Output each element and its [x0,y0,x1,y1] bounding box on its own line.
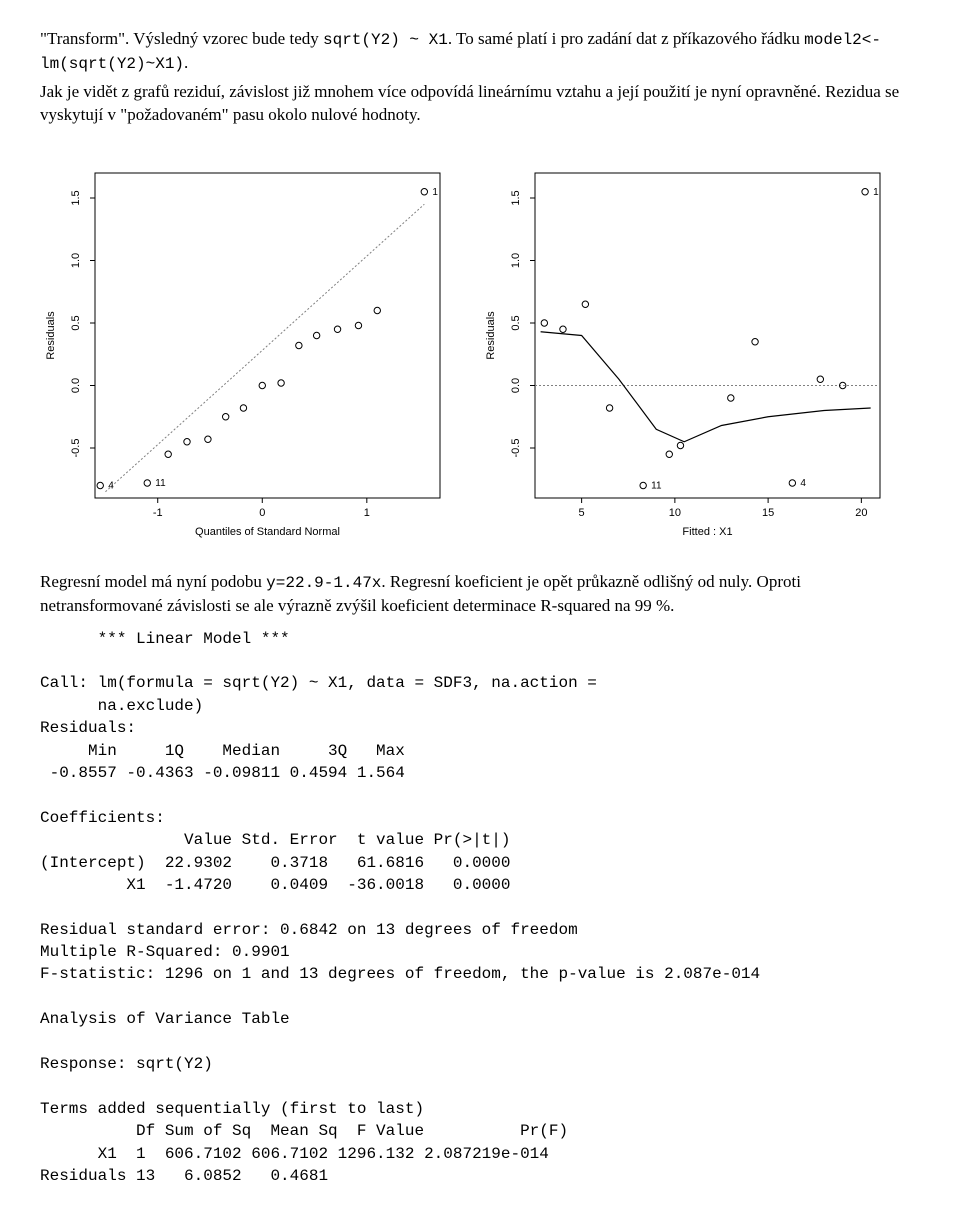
charts-row: -0.5 0.0 0.5 1.0 1.5 -1 0 1 Residuals Quantiles o… [40,163,920,543]
svg-text:11: 11 [155,478,166,489]
svg-text:Quantiles of Standard Normal: Quantiles of Standard Normal [195,526,340,538]
svg-text:1: 1 [432,187,438,198]
svg-text:1.0: 1.0 [510,253,522,268]
p1-seg3: . [184,53,188,72]
svg-text:1: 1 [873,187,879,198]
svg-text:Fitted : X1: Fitted : X1 [682,526,732,538]
paragraph-3: Regresní model má nyní podobu y=22.9-1.4… [40,571,920,618]
p3-code1: y=22.9-1.47x [266,574,381,592]
residuals-vs-fitted-plot: -0.5 0.0 0.5 1.0 1.5 5 10 15 20 Residuals Fitted :… [480,163,890,543]
svg-text:1.0: 1.0 [70,253,82,268]
svg-text:0.0: 0.0 [70,378,82,393]
svg-text:11: 11 [651,481,662,492]
svg-text:4: 4 [108,481,114,492]
r-output: *** Linear Model *** Call: lm(formula = … [40,628,920,1188]
paragraph-1: "Transform". Výsledný vzorec bude tedy s… [40,28,920,75]
svg-text:15: 15 [762,507,774,519]
svg-text:-0.5: -0.5 [510,439,522,458]
paragraph-2: Jak je vidět z grafů reziduí, závislost … [40,81,920,127]
svg-text:1.5: 1.5 [510,190,522,205]
p1-code1: sqrt(Y2) ~ X1 [323,31,448,49]
svg-text:0.0: 0.0 [510,378,522,393]
svg-text:Residuals: Residuals [45,311,57,360]
svg-text:4: 4 [800,478,806,489]
p1-seg1: "Transform". Výsledný vzorec bude tedy [40,29,323,48]
svg-text:-0.5: -0.5 [70,439,82,458]
svg-text:0.5: 0.5 [510,315,522,330]
svg-text:1.5: 1.5 [70,190,82,205]
svg-text:-1: -1 [153,507,163,519]
svg-text:5: 5 [579,507,585,519]
p1-seg2: . To samé platí i pro zadání dat z příka… [448,29,804,48]
svg-text:Residuals: Residuals [485,311,497,360]
svg-text:20: 20 [855,507,867,519]
svg-text:1: 1 [364,507,370,519]
svg-text:0.5: 0.5 [70,315,82,330]
qq-plot: -0.5 0.0 0.5 1.0 1.5 -1 0 1 Residuals Quantiles o… [40,163,450,543]
svg-text:10: 10 [669,507,681,519]
svg-text:0: 0 [259,507,265,519]
p3-seg1: Regresní model má nyní podobu [40,572,266,591]
